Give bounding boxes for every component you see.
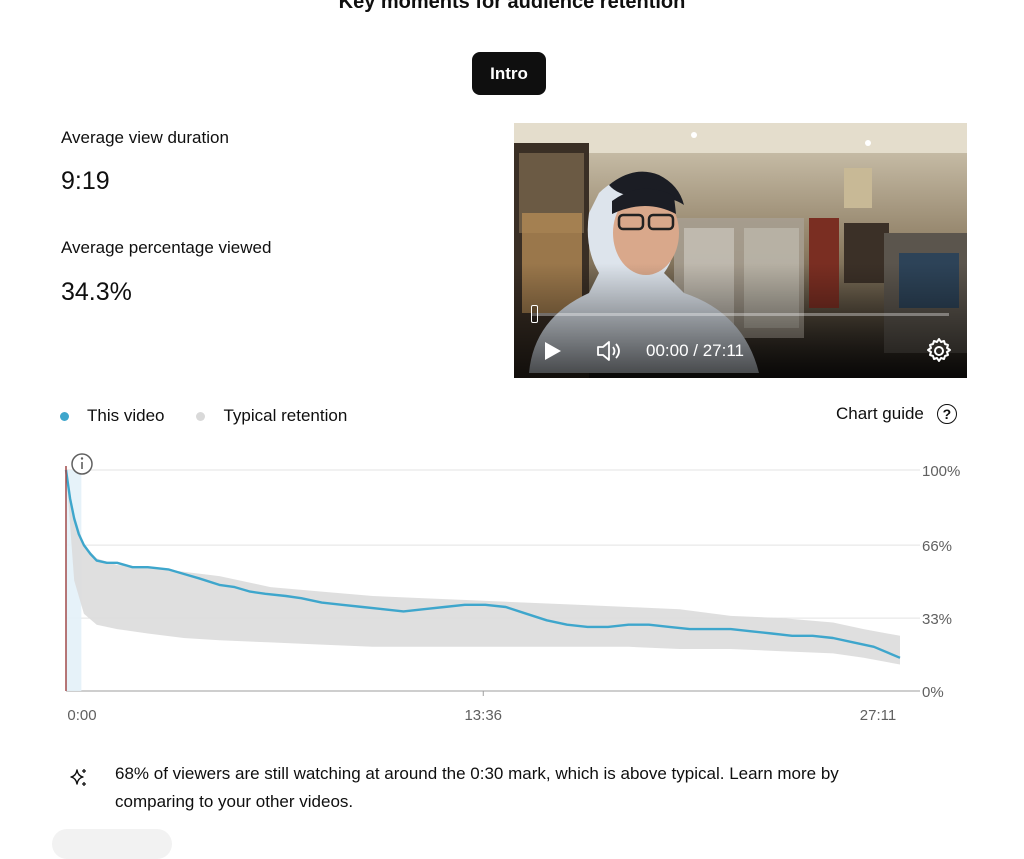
legend-dot-typical <box>196 411 206 421</box>
avg-pct-viewed-value: 34.3% <box>61 278 132 306</box>
info-icon-dot <box>80 457 84 460</box>
sparkle-icon <box>70 769 86 786</box>
legend-label-this-video: This video <box>87 406 165 425</box>
gear-icon[interactable] <box>925 337 953 365</box>
x-tick-label: 27:11 <box>860 707 896 724</box>
legend-typical: Typical retention <box>196 406 347 426</box>
legend-this-video: This video <box>60 406 164 426</box>
avg-pct-viewed-label: Average percentage viewed <box>61 238 272 257</box>
bottom-pill <box>52 829 172 859</box>
legend-label-typical: Typical retention <box>223 406 348 425</box>
video-timecode: 00:00 / 27:11 <box>646 341 744 360</box>
video-frame <box>514 123 967 378</box>
typical-retention-band <box>66 470 900 665</box>
chart-guide-button[interactable]: Chart guide ? <box>836 404 957 424</box>
this-video-line <box>64 469 901 659</box>
scrub-handle[interactable] <box>531 305 538 323</box>
y-tick-label: 33% <box>922 611 952 628</box>
segment-chip-intro[interactable]: Intro <box>472 52 546 95</box>
play-icon[interactable] <box>542 339 564 363</box>
avg-view-duration-label: Average view duration <box>61 128 229 147</box>
y-tick-label: 66% <box>922 538 952 555</box>
chart-legend: This video Typical retention <box>60 406 379 426</box>
y-tick-label: 100% <box>922 463 960 480</box>
page-title: Key moments for audience retention <box>338 0 686 13</box>
y-tick-label: 0% <box>922 684 944 701</box>
chart-guide-label: Chart guide <box>836 404 924 423</box>
avg-view-duration-value: 9:19 <box>61 167 110 195</box>
video-player[interactable]: 00:00 / 27:11 <box>514 123 967 378</box>
x-tick-label: 13:36 <box>464 707 502 724</box>
video-progress-bar[interactable] <box>532 313 949 316</box>
legend-dot-this-video <box>60 411 69 421</box>
volume-icon[interactable] <box>596 339 624 363</box>
help-icon: ? <box>936 404 957 424</box>
insight-box: 68% of viewers are still watching at aro… <box>68 760 898 816</box>
x-tick-label: 0:00 <box>67 707 96 724</box>
retention-chart[interactable]: 0% 33% 66% 100% 0:00 13:36 27:11 <box>0 440 1024 730</box>
insight-text: 68% of viewers are still watching at aro… <box>115 764 839 811</box>
